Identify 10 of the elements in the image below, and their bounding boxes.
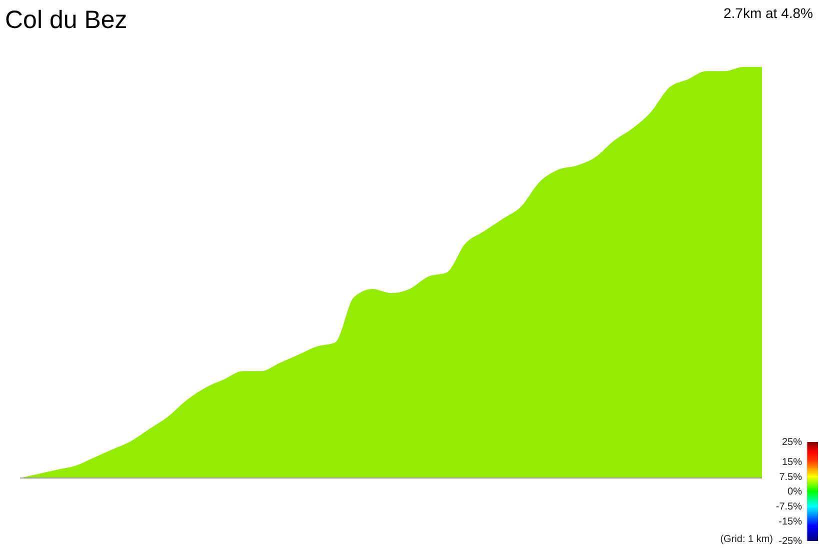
color-bar-label: 7.5% xyxy=(779,472,802,483)
color-bar-label: 15% xyxy=(782,457,802,468)
color-bar-label: 0% xyxy=(788,486,802,498)
color-bar-label: 25% xyxy=(782,437,802,448)
text: (Grid: 1 km) xyxy=(720,534,773,545)
color-bar-label: -7.5% xyxy=(776,502,802,513)
chart-subtitle: 2.7km at 4.8% xyxy=(724,5,813,21)
color-bar-label: -15% xyxy=(778,516,802,528)
color-bar-label: -25% xyxy=(778,536,802,548)
chart-title: Col du Bez xyxy=(5,6,128,34)
